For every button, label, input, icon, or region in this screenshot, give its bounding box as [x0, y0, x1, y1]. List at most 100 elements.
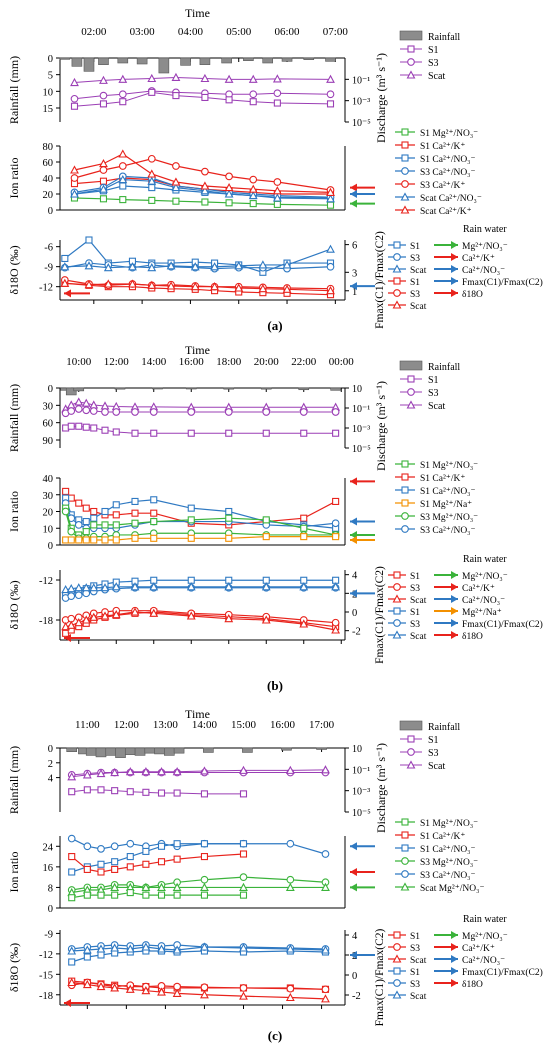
- ion-point: [200, 853, 209, 861]
- time-tick-label: 11:00: [75, 719, 100, 731]
- legend-label: Rainfall: [428, 362, 460, 373]
- ion-point: [150, 496, 158, 504]
- ion-point: [62, 487, 70, 495]
- ion-point: [249, 175, 258, 184]
- rain-water-legend-arrow-head: [451, 955, 458, 963]
- rain-arrow-mg-no3-head: [350, 199, 357, 208]
- discharge-point: [326, 90, 335, 99]
- time-tick-label: 02:00: [81, 26, 107, 38]
- rain-water-legend-label: Ca²⁺/K⁺: [462, 584, 495, 594]
- ion-legend-label: S1 Ca²⁺/K⁺: [420, 474, 465, 484]
- ion-legend-label: S3 Ca²⁺/K⁺: [420, 181, 465, 191]
- d18o-legend-label: S1: [410, 572, 420, 582]
- rainfall-bar: [85, 747, 97, 756]
- rain-water-legend-label: Ca²⁺/NO₃⁻: [462, 266, 505, 276]
- rain-arrow-ca-k-head: [350, 868, 357, 876]
- ion-legend-label: S1 Ca²⁺/NO₃⁻: [420, 845, 476, 855]
- ion-legend-marker: [401, 857, 409, 865]
- ion-point: [239, 840, 248, 848]
- ion-legend-label: S3 Mg²⁺/NO₃⁻: [420, 513, 478, 523]
- d18o-tick-label: -12: [39, 576, 53, 587]
- time-tick-label: 12:00: [104, 356, 130, 368]
- rain-arrow-mg-no3-head: [350, 530, 357, 539]
- rainfall-bar: [223, 387, 235, 390]
- d18o-point: [81, 615, 91, 624]
- legend-label: S3: [428, 58, 439, 69]
- ion-point: [331, 519, 340, 528]
- rainfall-bar: [281, 747, 292, 751]
- d18o-legend-marker: [393, 943, 401, 951]
- rainfall-bar: [154, 747, 165, 755]
- rain-water-legend-title: Rain water: [463, 224, 507, 235]
- ion-point: [101, 536, 109, 544]
- ion-point: [118, 162, 127, 170]
- discharge-point: [119, 98, 127, 106]
- rainfall-bar: [330, 387, 341, 391]
- discharge-point: [125, 767, 135, 776]
- rain-water-legend-label: δ18O: [462, 290, 483, 300]
- ion-axis-label: Ion ratio: [7, 158, 21, 199]
- d18o-legend-marker: [393, 571, 401, 579]
- discharge-point: [110, 767, 120, 777]
- ion-point: [97, 845, 105, 853]
- discharge-point: [67, 422, 75, 430]
- d18o-line: [64, 282, 331, 292]
- ion-point: [326, 201, 335, 209]
- ion-point: [126, 853, 134, 861]
- discharge-point: [285, 765, 295, 774]
- discharge-point: [326, 100, 335, 108]
- rainfall-bar: [173, 747, 185, 754]
- rain-water-legend-arrow-head: [451, 571, 458, 579]
- ion-point: [272, 193, 282, 202]
- rainfall-bar: [199, 57, 211, 65]
- rain-water-legend-label: Ca²⁺/K⁺: [462, 944, 495, 954]
- legend-rainfall-swatch: [399, 30, 423, 41]
- ion-point: [200, 186, 210, 195]
- discharge-point: [273, 89, 282, 98]
- d18o-point: [130, 607, 140, 616]
- rainfall-bar: [316, 747, 327, 750]
- ion-point: [112, 536, 120, 544]
- ion-point: [97, 868, 105, 876]
- ion-point: [249, 200, 257, 208]
- discharge-line-S1: [74, 91, 331, 107]
- ion-tick-label: 0: [48, 904, 53, 915]
- discharge-point: [90, 424, 98, 432]
- fmax-point: [141, 942, 151, 951]
- ion-point: [97, 891, 105, 899]
- fmax-point: [83, 953, 91, 961]
- ion-line: [74, 178, 331, 200]
- discharge-line-Scat: [74, 76, 331, 84]
- d18o-point: [326, 286, 335, 295]
- ion-tick-label: 8: [48, 883, 53, 894]
- ion-point: [300, 514, 308, 522]
- d18o-point: [286, 984, 295, 993]
- ion-legend-label: S1 Ca²⁺/K⁺: [420, 832, 465, 842]
- rain-arrow-ca-no3-head: [350, 517, 357, 526]
- rainfall-bar: [95, 747, 107, 758]
- legend-label: S3: [428, 748, 439, 759]
- ion-legend-marker: [401, 128, 409, 136]
- discharge-point: [68, 788, 76, 796]
- fmax-point: [326, 244, 335, 253]
- ion-point: [82, 504, 90, 512]
- d18o-point: [67, 977, 77, 987]
- fmax-point: [285, 944, 295, 953]
- ion-point: [99, 166, 108, 174]
- d18o-point: [210, 282, 219, 291]
- d18o-point: [84, 280, 94, 289]
- ion-legend-label: S1 Mg²⁺/NO₃⁻: [420, 129, 478, 139]
- ion-point: [147, 154, 156, 163]
- ion-point: [147, 169, 157, 178]
- ion-legend-label: Scat Ca²⁺/NO₃⁻: [420, 194, 482, 204]
- rain-tick-label: 30: [43, 401, 54, 412]
- discharge-tick-label: 10: [352, 744, 362, 755]
- rain-water-legend-arrow-head: [451, 931, 458, 939]
- d18o-point: [100, 611, 110, 620]
- time-tick-label: 22:00: [291, 356, 317, 368]
- fmax-axis-label: Fmax(C1)/Fmax(C2): [374, 566, 386, 664]
- legend-marker: [407, 58, 415, 66]
- ion-point: [273, 200, 281, 208]
